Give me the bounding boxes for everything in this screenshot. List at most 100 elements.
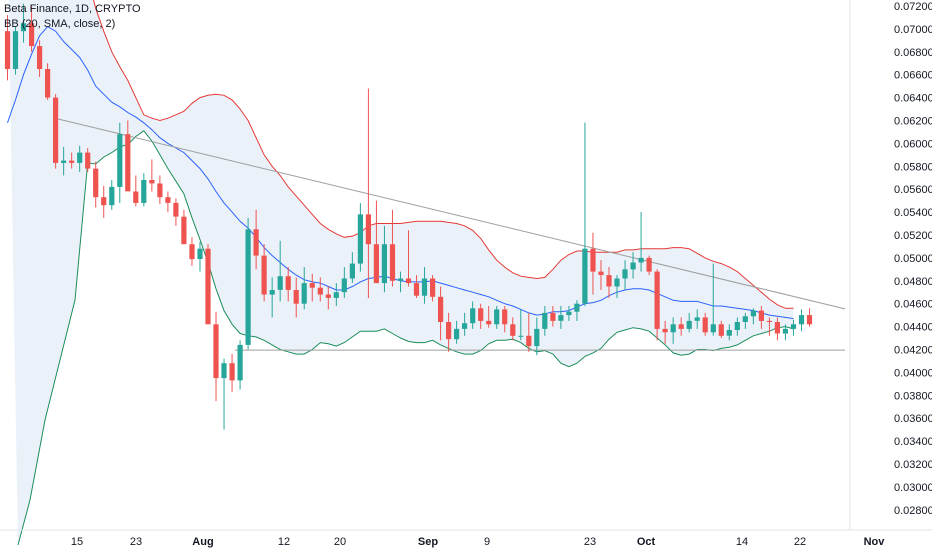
time-axis[interactable]: 15 23 Aug 12 20 Sep 9 23 Oct 14 22 Nov xyxy=(71,536,885,548)
price-tick-label: 0.05800 xyxy=(894,161,932,173)
candle-body xyxy=(125,134,131,192)
candle-body xyxy=(157,183,163,198)
candle-body xyxy=(670,324,676,333)
price-tick-label: 0.06200 xyxy=(894,116,932,128)
candle-body xyxy=(550,312,556,321)
candle-body xyxy=(53,97,59,163)
candle xyxy=(622,260,628,290)
candle xyxy=(542,305,548,336)
candle xyxy=(686,312,692,333)
candle xyxy=(486,305,492,328)
candle xyxy=(526,312,532,352)
candle-body xyxy=(389,244,396,281)
candle xyxy=(678,317,684,336)
candle xyxy=(782,324,788,341)
candle-body xyxy=(742,316,748,322)
price-tick-label: 0.03200 xyxy=(894,459,932,471)
candle xyxy=(101,185,107,218)
candle-body xyxy=(109,186,115,206)
candle xyxy=(213,311,219,402)
candle-body xyxy=(806,315,813,325)
candle-body xyxy=(29,23,35,47)
candle-body xyxy=(630,262,636,270)
candle-body xyxy=(478,308,484,321)
candle-body xyxy=(365,214,371,245)
candle xyxy=(4,15,11,81)
candle-body xyxy=(189,244,195,260)
candle-body xyxy=(694,317,700,321)
candle xyxy=(758,305,764,329)
price-tick-label: 0.05600 xyxy=(894,184,932,196)
indicator-label[interactable]: BB (20, SMA, close, 2) xyxy=(4,18,116,30)
candle-body xyxy=(205,248,211,325)
candle-body xyxy=(325,294,331,298)
bb-upper-line xyxy=(93,0,794,309)
candle-body xyxy=(782,328,788,334)
candle-body xyxy=(622,269,628,279)
candle xyxy=(269,277,275,318)
candle xyxy=(446,312,452,352)
candle xyxy=(405,230,412,287)
candle-body xyxy=(654,271,660,329)
price-tick-label: 0.04800 xyxy=(894,276,932,288)
candle xyxy=(229,354,235,392)
time-tick-label: 15 xyxy=(71,536,83,548)
candle-body xyxy=(277,276,283,290)
candle xyxy=(37,40,43,77)
candle xyxy=(69,152,75,169)
candle xyxy=(710,263,716,336)
candle-body xyxy=(133,191,139,203)
candle xyxy=(245,217,251,350)
candle xyxy=(397,271,404,293)
price-tick-label: 0.06600 xyxy=(894,70,932,82)
price-axis[interactable]: 0.07200 0.07000 0.06800 0.06600 0.06400 0.062… xyxy=(894,1,932,517)
candle-body xyxy=(702,317,708,333)
candle xyxy=(261,244,267,302)
candle xyxy=(61,146,67,176)
candle-body xyxy=(181,216,187,245)
candle-body xyxy=(285,276,291,290)
price-tick-label: 0.04200 xyxy=(894,345,932,357)
candle xyxy=(454,320,460,344)
candle-body xyxy=(574,303,580,312)
candle-body xyxy=(261,255,267,295)
candle-body xyxy=(213,324,219,379)
time-tick-label: Oct xyxy=(637,536,656,548)
candle xyxy=(774,317,780,341)
candle xyxy=(662,320,668,344)
candle-body xyxy=(614,278,620,287)
candle xyxy=(20,3,27,43)
candle-body xyxy=(229,363,235,381)
candle-body xyxy=(454,328,460,340)
candle xyxy=(253,209,259,270)
price-tick-label: 0.03800 xyxy=(894,390,932,402)
candle-body xyxy=(662,328,668,333)
candle xyxy=(173,198,179,226)
candle xyxy=(181,209,187,245)
candle xyxy=(670,317,676,344)
candle-body xyxy=(245,229,251,345)
candle xyxy=(742,312,748,329)
candle-body xyxy=(774,322,780,334)
candle xyxy=(85,147,91,173)
candle-body xyxy=(85,152,91,169)
candle-body xyxy=(582,248,588,304)
candle-body xyxy=(397,278,404,281)
candle-body xyxy=(566,311,572,316)
candle-body xyxy=(606,275,612,287)
price-tick-label: 0.04600 xyxy=(894,299,932,311)
chart-legend: Beta Finance, 1D, CRYPTO BB (20, SMA, cl… xyxy=(4,2,141,32)
candle xyxy=(109,180,115,210)
candle-body xyxy=(758,310,764,321)
symbol-title[interactable]: Beta Finance, 1D, CRYPTO xyxy=(4,3,141,15)
candle-body xyxy=(333,292,339,298)
candle xyxy=(518,309,524,341)
candle xyxy=(470,301,476,329)
candle xyxy=(349,252,355,284)
candle xyxy=(381,225,387,293)
candle-body xyxy=(678,324,684,329)
candle-body xyxy=(357,214,363,264)
candle xyxy=(325,286,331,310)
candle-body xyxy=(790,324,797,329)
